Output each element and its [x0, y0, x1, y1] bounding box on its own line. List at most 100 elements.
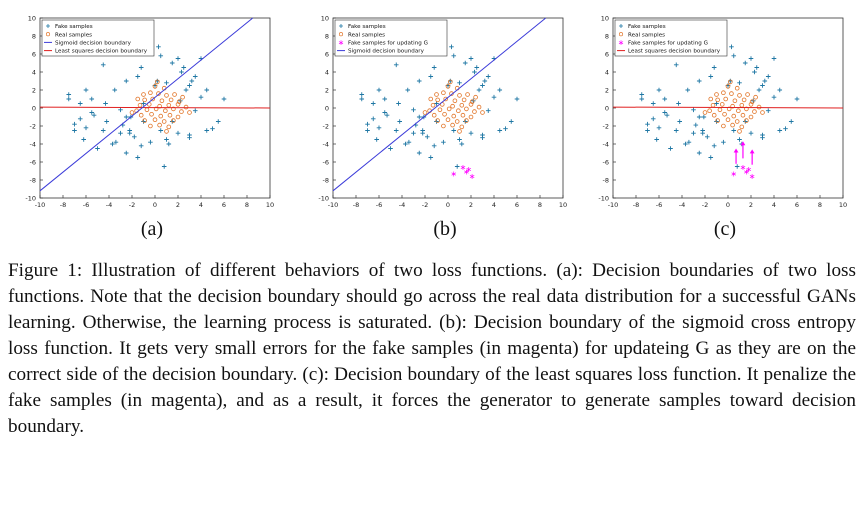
fake-sample-point: [95, 146, 100, 151]
fake-sample-point: [650, 116, 656, 122]
fake-sample-point: [382, 110, 388, 115]
x-tick-label: 4: [772, 201, 776, 209]
real-sample-point: [734, 119, 740, 124]
real-sample-point: [760, 110, 765, 115]
least-squares-boundary-line: [612, 106, 844, 109]
y-tick-label: -6: [603, 158, 609, 166]
fake-sample-point: [700, 128, 705, 133]
magenta-sample-point: ∗: [465, 165, 472, 174]
y-tick-label: -4: [603, 140, 609, 148]
fake-sample-point: [748, 130, 754, 136]
real-sample-point: [445, 84, 451, 89]
fake-sample-point: [210, 126, 215, 131]
fake-sample-point: [454, 164, 460, 169]
fake-sample-point: [771, 94, 777, 100]
panel-label-a: (a): [140, 218, 164, 240]
fake-sample-point: [451, 53, 457, 59]
real-sample-point: [714, 92, 719, 97]
fake-sample-point: [110, 141, 115, 147]
fake-sample-point: [457, 137, 462, 142]
real-sample-point: [142, 97, 147, 103]
fake-sample-point: [169, 60, 175, 66]
x-tick-label: -10: [35, 201, 46, 209]
real-sample-point: [445, 117, 451, 122]
fake-sample-point: [204, 87, 210, 93]
fake-sample-point: [396, 101, 401, 106]
real-sample-point: [725, 84, 731, 89]
fake-sample-point: [777, 128, 783, 133]
real-sample-point: [745, 92, 750, 97]
fake-sample-point: [66, 92, 72, 97]
fake-sample-point: [72, 128, 77, 133]
fake-sample-point: [788, 119, 794, 124]
magenta-sample-point: ∗: [740, 163, 747, 172]
figure-row: -10 -8 -6 -4 -2 0 2 4 6 8 10 10 8 6 4 2 0 -2 -4 -6 -8 -10 Fake…: [0, 0, 865, 250]
sigmoid-boundary-line: [332, 17, 547, 192]
fake-sample-point: [192, 74, 198, 79]
fake-sample-point: [77, 101, 83, 106]
fake-sample-point: [393, 62, 399, 68]
real-sample-point: [441, 123, 446, 129]
real-sample-point: [437, 107, 443, 113]
real-sample-point: [176, 99, 182, 104]
real-sample-point: [740, 112, 746, 118]
real-sample-point: [744, 106, 749, 112]
fake-sample-point: [752, 69, 757, 75]
fake-sample-point: [737, 137, 742, 142]
real-sample-point: [748, 102, 754, 107]
fake-sample-point: [158, 53, 164, 59]
fake-sample-point: [711, 143, 717, 149]
x-tick-label: 0: [726, 201, 730, 209]
fake-sample-point: [405, 87, 411, 93]
legend-label: Least squares decision boundary: [628, 49, 721, 55]
x-tick-label: -8: [633, 201, 639, 209]
fake-sample-point: [656, 125, 662, 131]
x-tick-label: 10: [839, 201, 847, 209]
legend-label: Fake samples: [348, 24, 386, 30]
real-sample-point: [464, 106, 469, 112]
fake-sample-point: [485, 108, 491, 113]
y-tick-label: 10: [601, 14, 609, 22]
fake-sample-point: [457, 80, 462, 86]
real-sample-point: [167, 112, 173, 118]
legend-label: Real samples: [628, 32, 665, 38]
fake-sample-point: [765, 74, 771, 79]
fake-sample-point: [497, 87, 503, 93]
fake-sample-point: [737, 80, 742, 86]
fake-sample-point: [138, 65, 144, 70]
fake-sample-point: [428, 155, 434, 160]
real-sample-point: [476, 104, 482, 110]
real-sample-point: [728, 79, 733, 85]
x-tick-label: 10: [266, 201, 274, 209]
x-tick-label: 2: [749, 201, 753, 209]
y-tick-label: 8: [32, 32, 36, 40]
real-sample-point: [730, 103, 735, 109]
legend-box: Fake samples Real samples Sigmoid decision…: [41, 19, 155, 57]
fake-sample-point: [89, 96, 95, 102]
fake-sample-point: [141, 101, 146, 106]
fake-sample-point: [132, 134, 137, 140]
legend-frame: [41, 19, 155, 57]
fake-sample-point: [100, 62, 106, 68]
fake-sample-point: [721, 139, 726, 145]
magenta-sample-point: ∗: [460, 163, 467, 172]
x-tick-label: 6: [795, 201, 799, 209]
x-tick-label: -6: [83, 201, 89, 209]
fake-sample-point: [760, 132, 765, 138]
y-tick-label: -2: [323, 122, 329, 130]
fake-sample-point: [714, 101, 719, 106]
real-sample-point: [435, 118, 440, 123]
x-tick-label: 8: [818, 201, 822, 209]
fake-sample-point: [459, 141, 465, 147]
real-sample-point: [448, 79, 453, 85]
y-tick-label: 10: [321, 14, 329, 22]
fake-sample-point: [514, 96, 520, 102]
fake-sample-point: [476, 87, 482, 93]
x-tick-label: 4: [199, 201, 203, 209]
fake-sample-point: [654, 137, 659, 142]
y-tick-label: -10: [318, 194, 329, 202]
panel-label-c: (c): [713, 218, 737, 240]
x-tick-label: 6: [515, 201, 519, 209]
fake-sample-point: [734, 164, 740, 169]
x-tick-label: -2: [702, 201, 708, 209]
